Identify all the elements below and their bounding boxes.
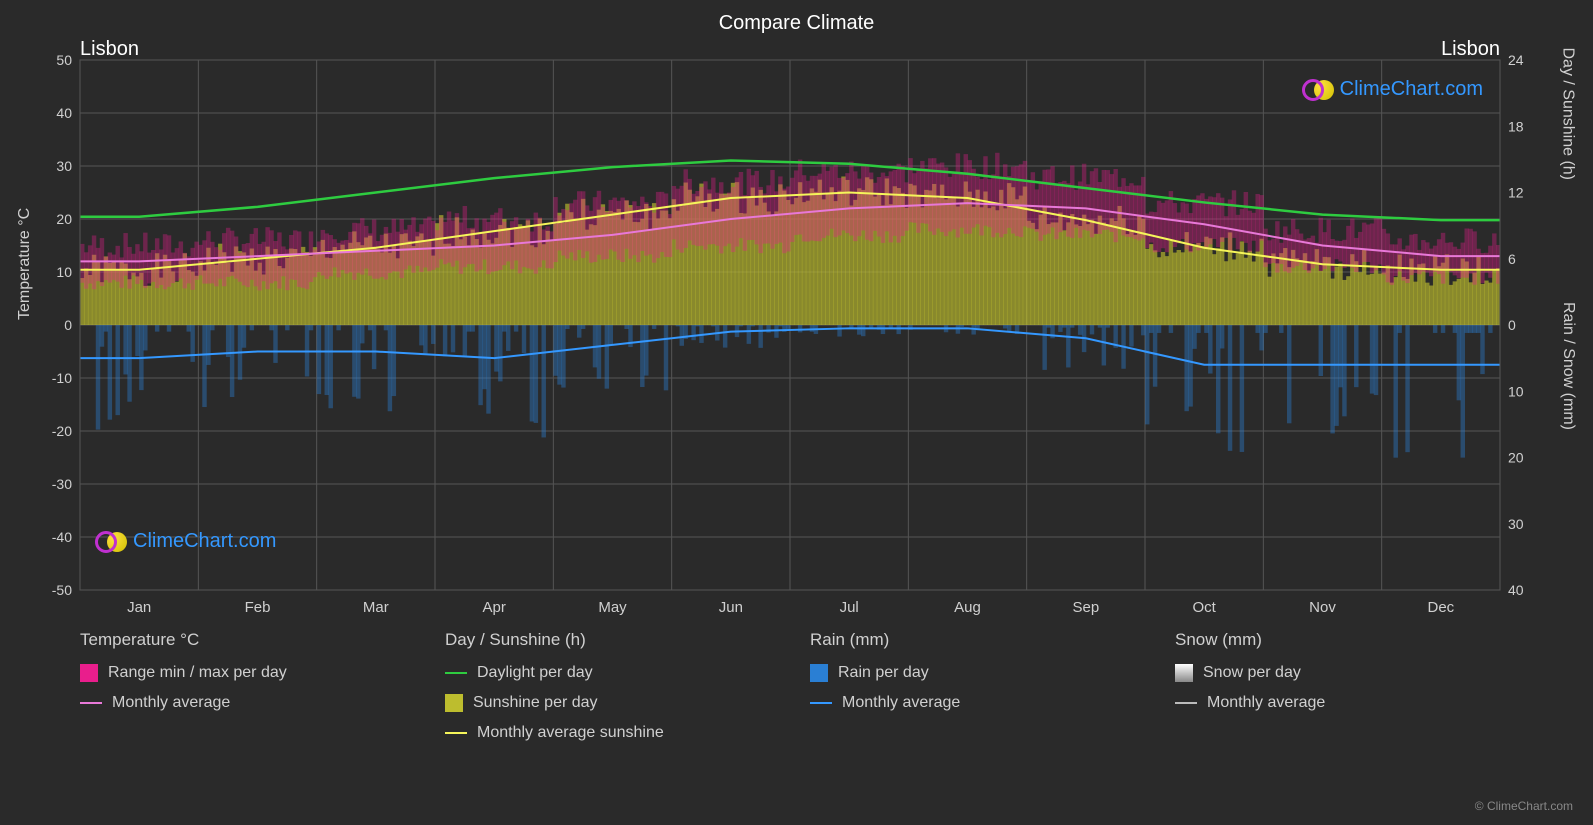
legend-item-rain-avg: Monthly average: [810, 694, 1135, 712]
svg-text:-30: -30: [52, 476, 72, 492]
svg-text:30: 30: [56, 158, 72, 174]
swatch-temp-avg: [80, 702, 102, 704]
legend: Temperature °C Range min / max per day M…: [80, 630, 1500, 754]
svg-text:30: 30: [1508, 516, 1524, 532]
svg-text:Jul: Jul: [840, 599, 859, 616]
svg-text:Apr: Apr: [482, 599, 505, 616]
legend-header-rain: Rain (mm): [810, 630, 1135, 650]
legend-item-sunshine: Sunshine per day: [445, 694, 770, 712]
svg-text:Mar: Mar: [363, 599, 389, 616]
legend-label: Monthly average: [112, 694, 230, 712]
copyright-text: © ClimeChart.com: [1475, 799, 1573, 813]
legend-item-snow-avg: Monthly average: [1175, 694, 1500, 712]
svg-text:0: 0: [64, 317, 72, 333]
svg-text:Aug: Aug: [954, 599, 981, 616]
y-axis-right-bottom-label: Rain / Snow (mm): [1559, 302, 1577, 430]
brand-icon: [1302, 79, 1334, 101]
svg-text:40: 40: [1508, 582, 1524, 598]
legend-item-daylight: Daylight per day: [445, 664, 770, 682]
swatch-rain: [810, 664, 828, 682]
svg-text:Dec: Dec: [1427, 599, 1454, 616]
legend-item-temp-avg: Monthly average: [80, 694, 405, 712]
legend-item-sunshine-avg: Monthly average sunshine: [445, 724, 770, 742]
svg-text:24: 24: [1508, 52, 1524, 68]
legend-label: Rain per day: [838, 664, 929, 682]
swatch-daylight: [445, 672, 467, 674]
legend-col-rain: Rain (mm) Rain per day Monthly average: [810, 630, 1135, 754]
svg-text:10: 10: [1508, 383, 1524, 399]
swatch-snow: [1175, 664, 1193, 682]
brand-logo-bottom-left: ClimeChart.com: [95, 530, 276, 553]
swatch-rain-avg: [810, 702, 832, 704]
legend-header-temp: Temperature °C: [80, 630, 405, 650]
svg-text:12: 12: [1508, 185, 1524, 201]
legend-label: Monthly average: [842, 694, 960, 712]
svg-text:20: 20: [1508, 450, 1524, 466]
city-label-right: Lisbon: [1441, 38, 1500, 61]
svg-text:40: 40: [56, 105, 72, 121]
legend-col-snow: Snow (mm) Snow per day Monthly average: [1175, 630, 1500, 754]
svg-text:Jun: Jun: [719, 599, 743, 616]
svg-text:6: 6: [1508, 251, 1516, 267]
chart-svg: 50403020100-10-20-30-40-5024181260102030…: [80, 60, 1500, 590]
svg-text:Nov: Nov: [1309, 599, 1336, 616]
svg-text:-20: -20: [52, 423, 72, 439]
svg-text:Oct: Oct: [1192, 599, 1216, 616]
brand-icon: [95, 531, 127, 553]
legend-header-day: Day / Sunshine (h): [445, 630, 770, 650]
svg-text:0: 0: [1508, 317, 1516, 333]
legend-label: Monthly average sunshine: [477, 724, 664, 742]
swatch-sunshine-avg: [445, 732, 467, 734]
swatch-sunshine: [445, 694, 463, 712]
svg-text:May: May: [598, 599, 627, 616]
svg-text:Sep: Sep: [1072, 599, 1099, 616]
legend-header-snow: Snow (mm): [1175, 630, 1500, 650]
brand-logo-top-right: ClimeChart.com: [1302, 78, 1483, 101]
svg-text:20: 20: [56, 211, 72, 227]
swatch-temp-range: [80, 664, 98, 682]
svg-text:-10: -10: [52, 370, 72, 386]
brand-text: ClimeChart.com: [1340, 78, 1483, 101]
legend-label: Daylight per day: [477, 664, 593, 682]
legend-col-temperature: Temperature °C Range min / max per day M…: [80, 630, 405, 754]
chart-title: Compare Climate: [0, 0, 1593, 35]
y-axis-left-label: Temperature °C: [16, 208, 34, 320]
chart-plot-area: 50403020100-10-20-30-40-5024181260102030…: [80, 60, 1500, 590]
brand-text: ClimeChart.com: [133, 530, 276, 553]
legend-label: Range min / max per day: [108, 664, 287, 682]
y-axis-right-top-label: Day / Sunshine (h): [1559, 47, 1577, 180]
city-label-left: Lisbon: [80, 38, 139, 61]
svg-text:10: 10: [56, 264, 72, 280]
svg-text:-40: -40: [52, 529, 72, 545]
legend-item-snow-perday: Snow per day: [1175, 664, 1500, 682]
svg-text:Feb: Feb: [245, 599, 271, 616]
legend-item-temp-range: Range min / max per day: [80, 664, 405, 682]
svg-text:Jan: Jan: [127, 599, 151, 616]
legend-label: Sunshine per day: [473, 694, 598, 712]
legend-label: Monthly average: [1207, 694, 1325, 712]
swatch-snow-avg: [1175, 702, 1197, 704]
svg-text:50: 50: [56, 52, 72, 68]
legend-col-day: Day / Sunshine (h) Daylight per day Suns…: [445, 630, 770, 754]
svg-text:18: 18: [1508, 118, 1524, 134]
legend-item-rain-perday: Rain per day: [810, 664, 1135, 682]
legend-label: Snow per day: [1203, 664, 1301, 682]
svg-text:-50: -50: [52, 582, 72, 598]
